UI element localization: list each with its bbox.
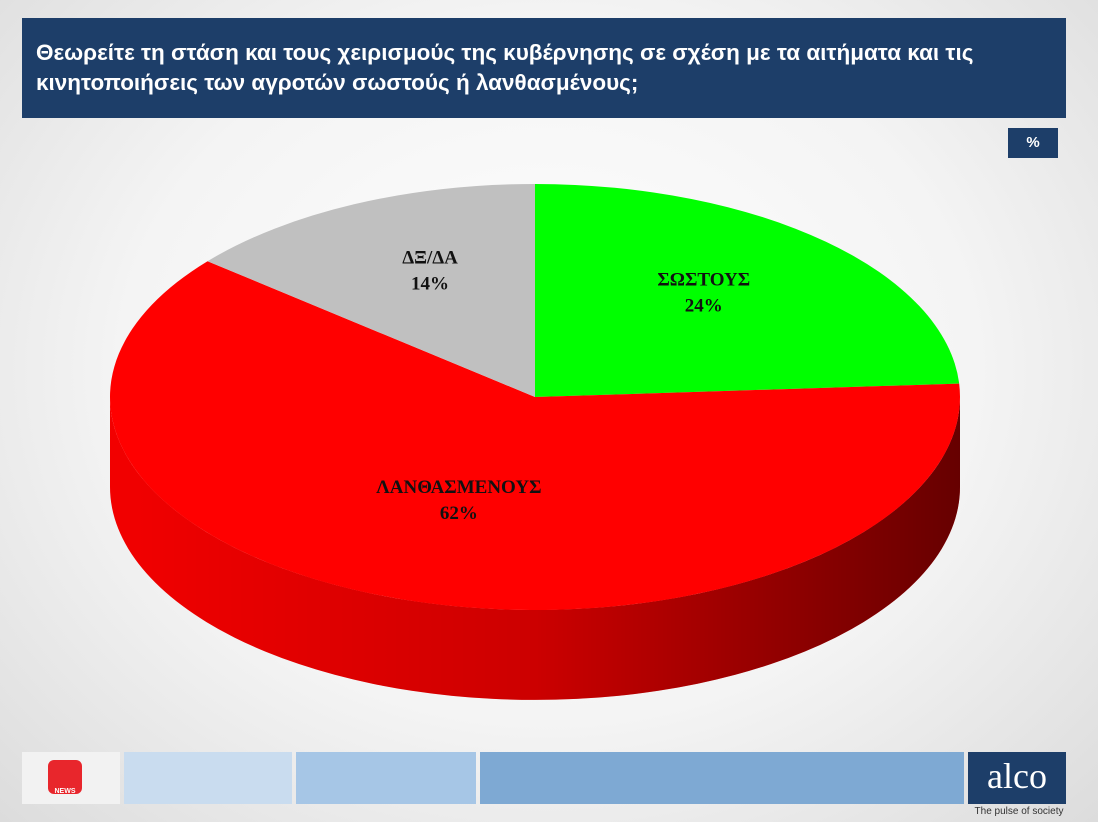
- slice-label: ΣΩΣΤΟΥΣ: [657, 269, 750, 290]
- tagline: The pulse of society: [974, 806, 1064, 817]
- value-label: 14%: [411, 274, 449, 295]
- channel-text: NEWS: [54, 788, 76, 795]
- slice-side-shade: [110, 397, 960, 700]
- slice-label: ΛΑΝΘΑΣΜΕΝΟΥΣ: [376, 477, 541, 498]
- footer-block: [124, 752, 292, 804]
- title-bar: Θεωρείτε τη στάση και τους χειρισμούς τη…: [22, 18, 1066, 118]
- slice-label: ΔΞ/ΔΑ: [402, 248, 458, 269]
- unit-badge: %: [1008, 128, 1058, 158]
- logo-box: alco: [968, 752, 1066, 804]
- footer-block: [480, 752, 964, 804]
- value-label: 24%: [685, 295, 723, 316]
- slice: [535, 184, 960, 397]
- footer-block: NEWS: [22, 752, 120, 804]
- logo: alco: [987, 756, 1047, 796]
- slice: [207, 184, 536, 397]
- channel-logo: [48, 760, 82, 794]
- value-label: 62%: [440, 503, 478, 524]
- chart-title: Θεωρείτε τη στάση και τους χειρισμούς τη…: [36, 40, 974, 95]
- footer-block: [296, 752, 476, 804]
- slice: [109, 261, 961, 611]
